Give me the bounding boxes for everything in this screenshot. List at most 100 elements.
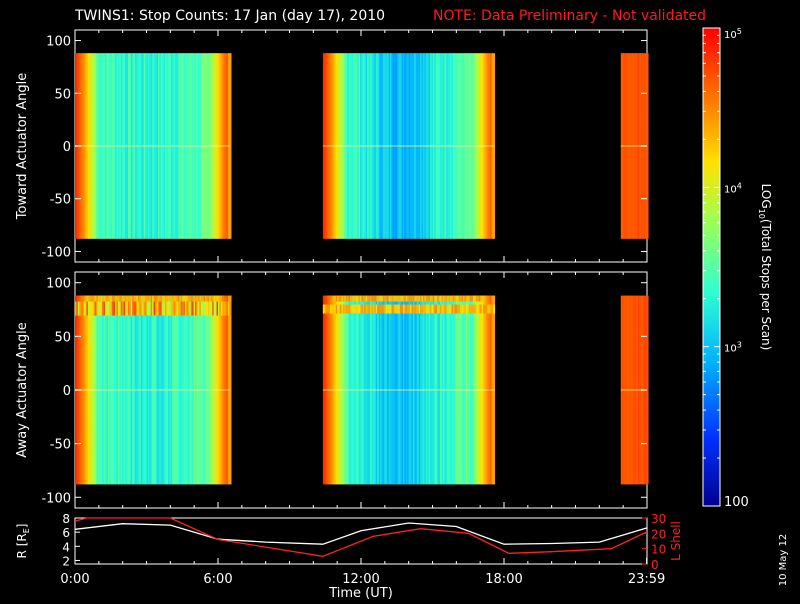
heatmap-band-cell	[471, 304, 474, 314]
heatmap-upper-cell	[424, 295, 427, 302]
heatmap-upper-cell	[126, 295, 129, 302]
heatmap-upper-cell	[75, 295, 78, 302]
heatmap-column	[432, 295, 436, 485]
heatmap-band-cell	[182, 301, 185, 316]
heatmap-band-cell	[120, 301, 123, 316]
heatmap-upper-cell	[205, 295, 208, 302]
heatmap-column	[382, 53, 385, 239]
x-tick-label: 6:00	[203, 572, 232, 587]
heatmap-column	[330, 53, 333, 239]
heatmap-column	[143, 53, 146, 239]
heatmap-band-cell	[183, 301, 186, 316]
heatmap-column	[97, 53, 100, 239]
heatmap-upper-cell	[337, 295, 340, 302]
heatmap-column	[93, 295, 96, 485]
heatmap-band-cell	[424, 304, 427, 314]
heatmap-column	[226, 295, 229, 485]
heatmap-upper-cell	[427, 295, 430, 302]
heatmap-column	[182, 53, 185, 239]
heatmap-upper-cell	[365, 295, 368, 302]
heatmap-column	[432, 53, 436, 239]
y-tick-label: -50	[50, 438, 71, 453]
heatmap-upper-cell	[435, 295, 438, 302]
heatmap-column	[210, 53, 213, 239]
heatmap-band-cell	[448, 304, 451, 314]
heatmap-upper-cell	[324, 295, 327, 302]
heatmap-upper-cell	[83, 295, 86, 302]
heatmap-band-cell	[335, 304, 338, 314]
heatmap-band-cell	[112, 301, 115, 316]
heatmap-column	[620, 295, 623, 485]
heatmap-column	[395, 53, 398, 239]
heatmap-column	[474, 53, 477, 239]
heatmap-column	[490, 53, 493, 239]
heatmap-column	[354, 53, 357, 239]
heatmap-upper-cell	[344, 295, 347, 302]
heatmap-column	[477, 295, 480, 485]
heatmap-column	[165, 295, 168, 485]
heatmap-upper-cell	[455, 295, 458, 302]
heatmap-band-cell	[340, 304, 343, 314]
heatmap-band-cell	[206, 301, 209, 316]
heatmap-column	[397, 295, 400, 485]
orbit-right-label: L Shell	[669, 521, 683, 561]
heatmap-column	[92, 53, 95, 239]
heatmap-column	[391, 295, 394, 485]
heatmap-band-cell	[355, 304, 358, 314]
heatmap-band-cell	[153, 301, 156, 316]
heatmap-band-cell	[113, 301, 116, 316]
heatmap-column	[146, 295, 149, 485]
heatmap-column	[620, 53, 623, 239]
heatmap-column	[82, 295, 85, 485]
colorbar-tick-label: 104	[724, 181, 742, 195]
heatmap-band-cell	[328, 304, 331, 314]
heatmap-upper-cell	[229, 295, 232, 302]
heatmap-band-cell	[352, 304, 355, 314]
heatmap-column	[387, 295, 390, 485]
heatmap-column	[412, 53, 415, 239]
heatmap-column	[229, 53, 232, 239]
heatmap-band-cell	[445, 304, 448, 314]
heatmap-upper-cell	[478, 295, 481, 302]
heatmap-column	[341, 295, 344, 485]
heatmap-band-cell	[440, 304, 443, 314]
heatmap-column	[380, 295, 383, 485]
heatmap-column	[205, 53, 208, 239]
heatmap-upper-cell	[378, 295, 381, 302]
heatmap-upper-cell	[463, 295, 466, 302]
heatmap-column	[146, 53, 149, 239]
heatmap-column	[120, 295, 123, 485]
heatmap-upper-cell	[95, 295, 98, 302]
heatmap-column	[95, 295, 98, 485]
heatmap-upper-cell	[129, 295, 132, 302]
heatmap-band-cell	[96, 301, 99, 316]
heatmap-column	[143, 295, 146, 485]
heatmap-band-cell	[147, 301, 150, 316]
heatmap-column	[627, 53, 630, 239]
heatmap-upper-cell	[197, 295, 201, 302]
heatmap-column	[186, 53, 189, 239]
y-tick-label: 0	[63, 384, 71, 399]
heatmap-column	[377, 53, 380, 239]
heatmap-column	[344, 295, 347, 485]
heatmap-column	[417, 295, 420, 485]
heatmap-column	[206, 53, 209, 239]
heatmap-upper-cell	[153, 295, 156, 302]
heatmap-column	[362, 295, 365, 485]
heatmap-column	[461, 53, 464, 239]
heatmap-column	[481, 53, 484, 239]
heatmap-upper-cell	[190, 295, 193, 302]
heatmap-band-cell	[341, 304, 344, 314]
heatmap-column	[156, 53, 159, 239]
heatmap-column	[636, 295, 639, 485]
heatmap-column	[442, 295, 446, 485]
heatmap-upper-cell	[202, 295, 205, 302]
top-y-axis: 100 50 0 -50 -100	[41, 30, 648, 262]
heatmap-column	[397, 53, 400, 239]
heatmap-column	[86, 295, 89, 485]
heatmap-upper-cell	[371, 295, 374, 302]
heatmap-column	[100, 295, 103, 485]
colorbar-tick-label: 100	[724, 495, 749, 510]
heatmap-column	[137, 295, 140, 485]
heatmap-band-cell	[394, 304, 397, 314]
